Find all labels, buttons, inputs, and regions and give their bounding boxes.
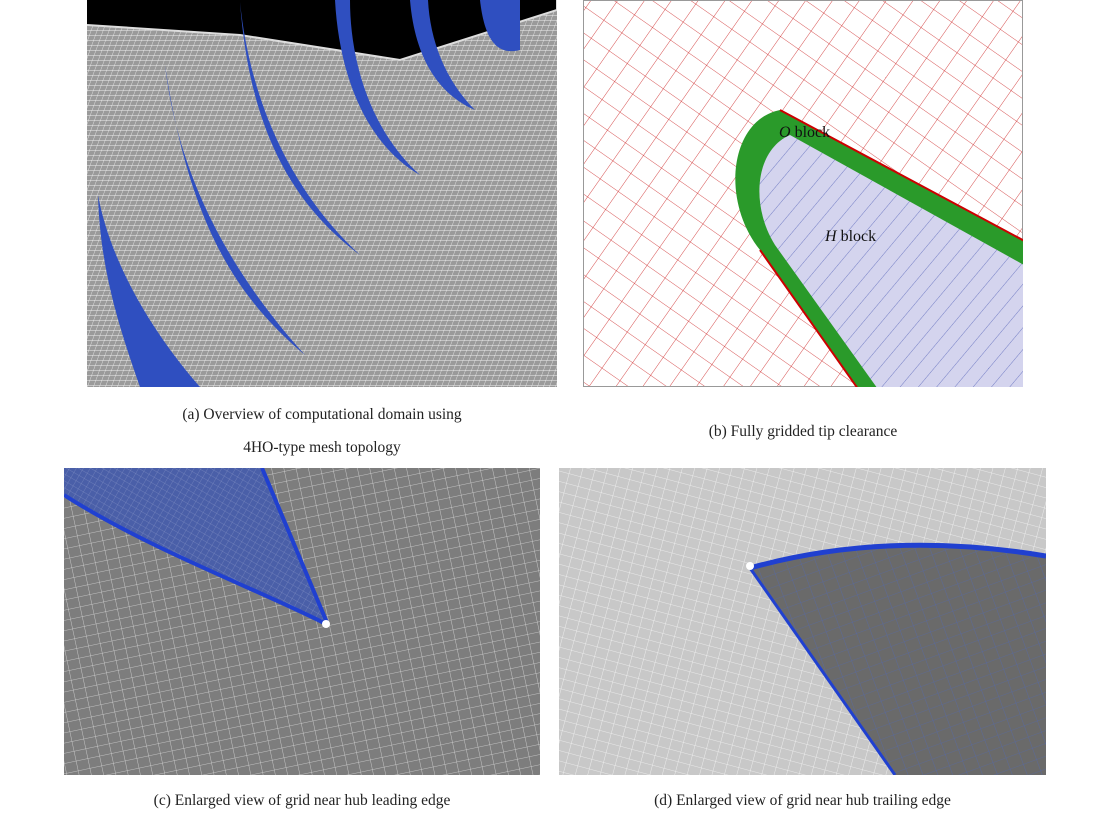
block-letter: O bbox=[779, 124, 791, 141]
panel-d-image bbox=[559, 468, 1046, 775]
page: (a) Overview of computational domain usi… bbox=[0, 0, 1109, 814]
block-label: H block bbox=[825, 228, 876, 246]
caption-line: 4HO-type mesh topology bbox=[87, 431, 557, 464]
panel-b-image bbox=[583, 0, 1060, 420]
caption-line: (c) Enlarged view of grid near hub leadi… bbox=[64, 784, 540, 817]
caption-c: (c) Enlarged view of grid near hub leadi… bbox=[64, 784, 540, 817]
block-text: block bbox=[837, 228, 877, 245]
block-text: block bbox=[791, 124, 831, 141]
caption-line: (a) Overview of computational domain usi… bbox=[87, 398, 557, 431]
block-letter: H bbox=[825, 228, 837, 245]
caption-b: (b) Fully gridded tip clearance bbox=[583, 415, 1023, 448]
panel-a-image bbox=[87, 0, 557, 387]
caption-line: (d) Enlarged view of grid near hub trail… bbox=[559, 784, 1046, 817]
block-label: O block bbox=[779, 124, 830, 142]
caption-a: (a) Overview of computational domain usi… bbox=[87, 398, 557, 464]
caption-line: (b) Fully gridded tip clearance bbox=[583, 415, 1023, 448]
panel-c-image bbox=[64, 468, 540, 775]
caption-d: (d) Enlarged view of grid near hub trail… bbox=[559, 784, 1046, 817]
